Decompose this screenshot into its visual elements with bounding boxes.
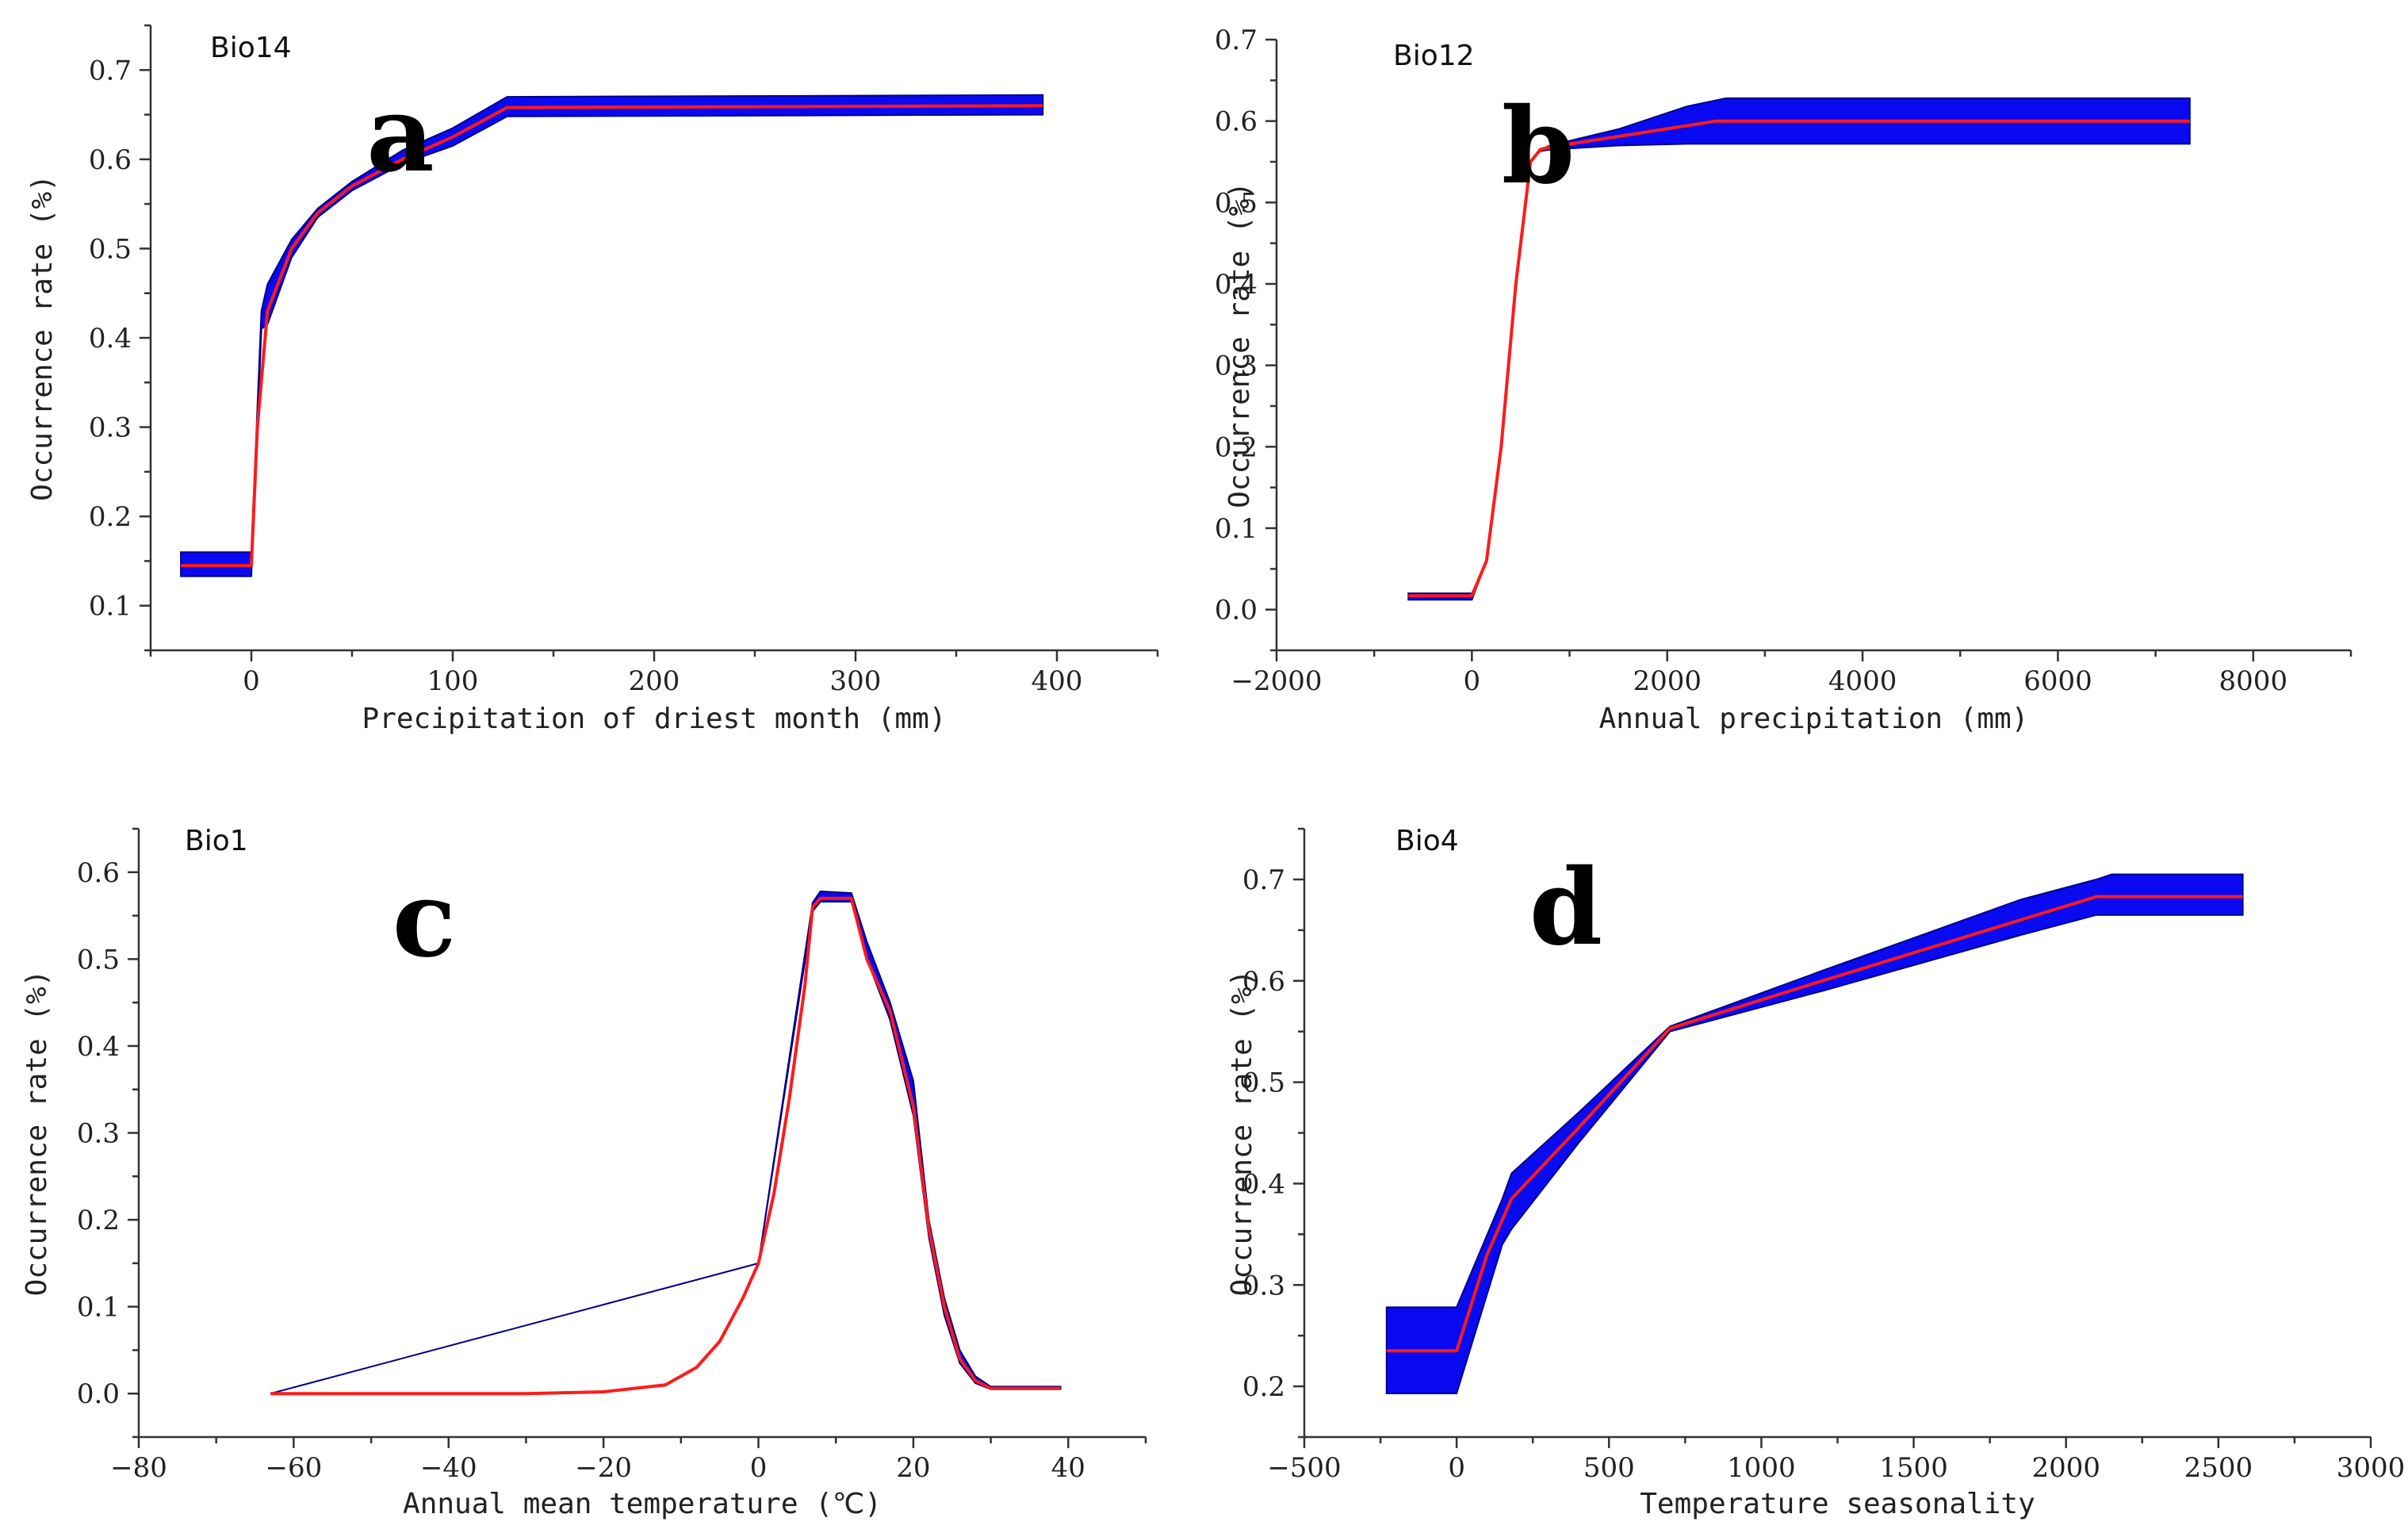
mean-response-line-b [1408,119,2190,598]
x-tick-label: 300 [830,665,882,697]
y-tick-label: 0.4 [1242,1168,1285,1200]
mean-response-line-c [270,896,1061,1396]
panel-d: −500 0 500 1000 1500 2000 2500 3000 0.2 0.3 0.4 0.5… [1226,825,2405,1520]
y-tick-label: 0.5 [89,233,132,265]
x-tick-label: 0 [243,665,260,697]
y-tick-label: 0.7 [1242,864,1285,896]
panel-letter-c: c [392,858,456,981]
y-tick-label: 0.2 [77,1205,120,1236]
x-tick-label: 100 [427,665,479,697]
x-tick-label: −60 [266,1452,323,1484]
x-tick-label: 400 [1032,665,1083,697]
x-tick-label: 1500 [1879,1452,1948,1484]
y-tick-label: 0.3 [1215,351,1258,382]
x-tick-label: −500 [1267,1452,1341,1484]
y-tick-label: 0.1 [1215,513,1258,545]
y-tick-label: 0.6 [1242,966,1285,998]
y-tick-label: 0.3 [1242,1270,1285,1301]
mean-response-line-d [1386,895,2243,1353]
y-tick-label: 0.6 [77,857,120,889]
x-tick-label: 8000 [2219,665,2288,697]
x-tick-label: 0 [1464,665,1481,697]
y-tick-label: 0.6 [89,144,132,176]
y-tick-label: 0.7 [89,55,132,86]
panel-b: −2000 0 2000 4000 6000 8000 0.0 0.1 0.2 0.3 0.4 0.5… [1215,25,2352,735]
panel-title-d: Bio4 [1395,825,1459,857]
panel-letter-b: b [1502,85,1575,208]
y-tick-label: 0.1 [77,1292,120,1324]
x-tick-label: −20 [575,1452,632,1484]
y-tick-label: 0.1 [89,591,132,623]
x-tick-label: 500 [1583,1452,1635,1484]
panel-title-b: Bio12 [1393,40,1475,72]
x-tick-label: 40 [1051,1452,1085,1484]
panel-title-c: Bio1 [185,825,248,857]
y-tick-label: 0.0 [77,1378,120,1410]
y-tick-label: 0.4 [1215,269,1258,301]
x-tick-label: 2000 [2031,1452,2100,1484]
y-tick-label: 0.3 [77,1118,120,1150]
x-axis-label-d: Temperature seasonality [1640,1488,2035,1520]
x-axis-label-c: Annual mean temperature (℃) [403,1488,882,1520]
y-axis-label-c: Occurrence rate (%) [21,970,53,1297]
x-tick-label: 0 [750,1452,768,1484]
y-tick-label: 0.2 [89,501,132,533]
x-axis-label-b: Annual precipitation (mm) [1599,703,2029,735]
y-tick-label: 0.3 [89,412,132,444]
y-tick-label: 0.2 [1242,1371,1285,1403]
x-tick-label: 3000 [2337,1452,2406,1484]
confidence-band-c [270,890,1062,1395]
x-tick-label: 6000 [2023,665,2092,697]
y-axis-label-d: Occurrence rate (%) [1226,970,1258,1297]
panel-title-a: Bio14 [210,32,292,64]
x-tick-label: −40 [420,1452,477,1484]
y-tick-label: 0.5 [1215,187,1258,219]
x-tick-label: 1000 [1727,1452,1796,1484]
panel-letter-a: a [366,73,435,196]
mean-response-line-a [181,104,1043,568]
y-tick-label: 0.7 [1215,25,1258,56]
y-tick-label: 0.6 [1215,106,1258,138]
x-tick-label: 4000 [1828,665,1897,697]
y-tick-label: 0.5 [77,944,120,975]
y-tick-label: 0.4 [89,323,132,355]
y-tick-label: 0.5 [1242,1067,1285,1099]
y-axis-label-b: Occurrence rate (%) [1223,182,1256,508]
x-tick-label: 2000 [1633,665,1702,697]
x-tick-label: −80 [110,1452,167,1484]
x-tick-label: 200 [629,665,680,697]
y-tick-label: 0.2 [1215,431,1258,463]
y-tick-label: 0.0 [1215,595,1258,627]
x-tick-label: 0 [1448,1452,1465,1484]
y-tick-label: 0.4 [77,1031,120,1063]
x-tick-label: 20 [896,1452,930,1484]
y-axis-label-a: Occurrence rate (%) [26,174,59,501]
x-tick-label: −2000 [1231,665,1322,697]
confidence-band-a [180,94,1044,577]
x-axis-label-a: Precipitation of driest month (mm) [362,703,947,735]
confidence-band-d [1385,873,2244,1394]
panel-a: 0 100 200 300 400 0.1 0.2 0.3 0.4 0.5 0.6 0.7 Bio14 a… [26,24,1159,735]
x-tick-label: 2500 [2184,1452,2253,1484]
panel-letter-d: d [1529,846,1602,969]
panel-c: −80 −60 −40 −20 0 20 40 0.0 0.1 0.2 0.3 0.4 0.5 0.6 Bi… [21,825,1147,1520]
